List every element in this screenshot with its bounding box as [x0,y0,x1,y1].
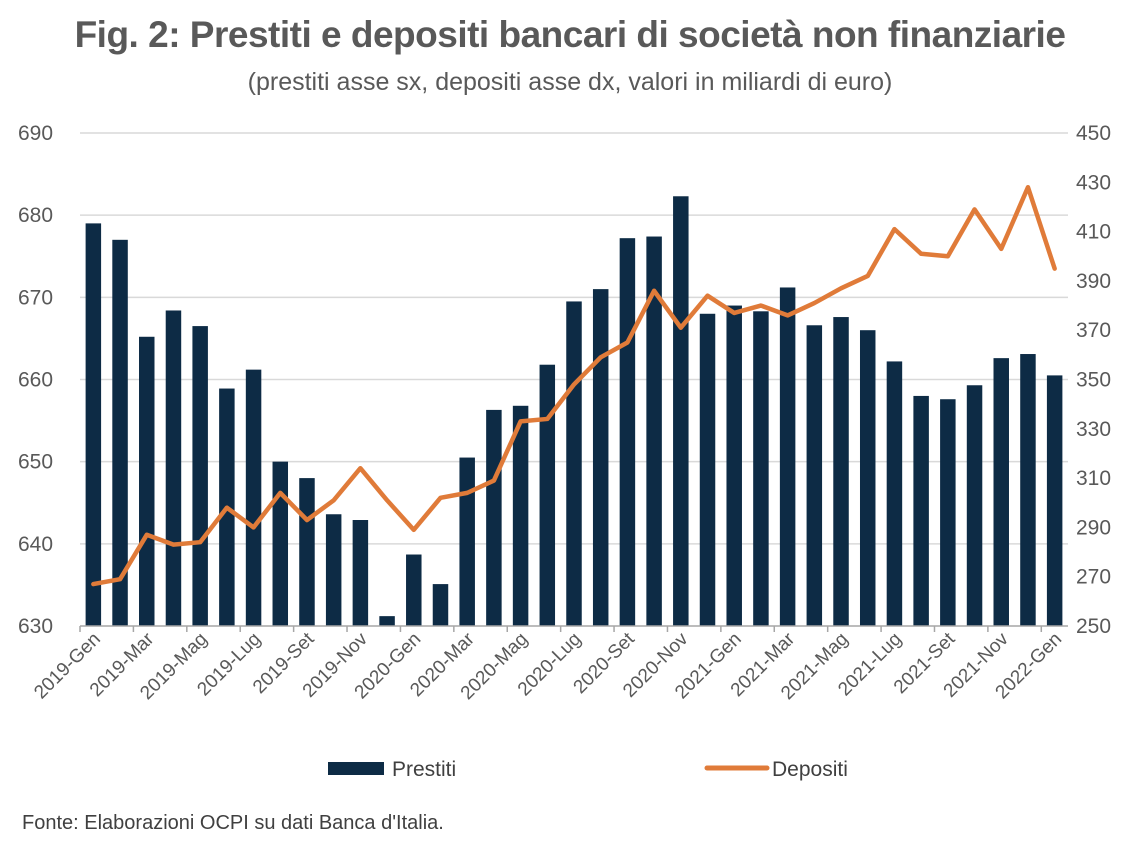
y-right-tick-label: 390 [1076,270,1111,293]
depositi-line-group [91,184,1057,587]
y-right-tick-label: 450 [1076,122,1111,145]
bar-prestiti [726,305,742,626]
y-left-tick-label: 630 [18,615,53,638]
bar-prestiti [406,554,422,626]
chart-title: Fig. 2: Prestiti e depositi bancari di s… [74,14,1066,55]
y-right-tick-label: 430 [1076,171,1111,194]
y-left-tick-label: 690 [18,122,53,145]
bar-prestiti [486,409,502,626]
y-left-tick-label: 670 [18,286,53,309]
y-right-tick-label: 410 [1076,221,1111,244]
bar-prestiti [272,461,289,626]
bar-prestiti [85,223,102,626]
bar-prestiti [299,478,315,626]
source-note: Fonte: Elaborazioni OCPI su dati Banca d… [22,812,444,834]
y-left-tick-label: 640 [18,533,53,556]
bar-prestiti [165,310,182,626]
bar-prestiti [699,313,716,626]
legend-prestiti-label: Prestiti [392,758,456,781]
bar-prestiti [619,238,636,626]
bar-prestiti [833,317,849,626]
bar-prestiti [1046,375,1063,626]
bar-prestiti [993,358,1009,626]
bar-prestiti [432,584,449,626]
y-left-tick-label: 650 [18,451,53,474]
y-left-tick-label: 680 [18,204,53,227]
legend-depositi-label: Depositi [772,758,848,781]
bar-prestiti [753,311,769,626]
bar-prestiti [379,616,395,626]
bar-prestiti [806,325,823,626]
bar-prestiti [112,239,128,627]
legend-prestiti-swatch [328,762,384,775]
y-right-tick-label: 250 [1076,615,1111,638]
y-right-tick-label: 350 [1076,369,1111,392]
y-right-tick-label: 370 [1076,319,1111,342]
bar-prestiti [859,330,876,626]
chart-subtitle: (prestiti asse sx, depositi asse dx, val… [247,68,893,96]
bar-prestiti [139,336,155,626]
bar-prestiti [646,236,662,626]
y-right-tick-label: 310 [1076,467,1111,490]
y-right-tick-label: 290 [1076,516,1111,539]
bar-prestiti [940,399,956,626]
bar-prestiti [566,301,582,626]
bar-prestiti [245,369,262,626]
legend: Prestiti Depositi [328,758,848,781]
y-right-tick-label: 270 [1076,566,1111,589]
prestiti-bars [85,196,1063,627]
bar-prestiti [592,289,609,626]
bar-prestiti [539,364,556,626]
bar-prestiti [966,385,983,626]
bar-prestiti [512,405,529,626]
bar-prestiti [352,520,369,626]
y-right-tick-label: 330 [1076,418,1111,441]
bar-prestiti [192,326,208,626]
bar-prestiti [913,395,929,626]
bar-prestiti [779,287,796,626]
bar-prestiti [673,196,689,627]
y-left-tick-label: 660 [18,369,53,392]
bar-prestiti [886,361,903,626]
bar-prestiti [459,457,475,626]
bar-prestiti [1020,354,1036,626]
bar-prestiti [325,514,342,626]
